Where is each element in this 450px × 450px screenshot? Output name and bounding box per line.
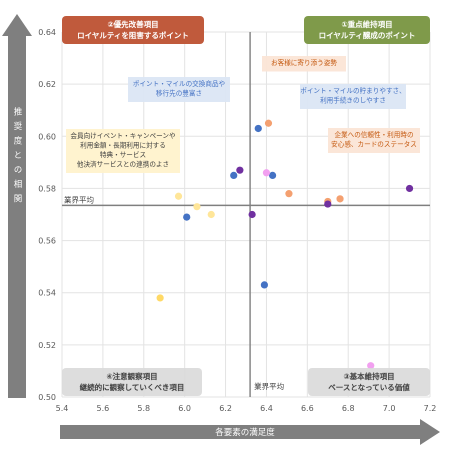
callout-text: 安心感、カードのステータス <box>331 140 417 149</box>
callout-text: 移行先の豊富さ <box>156 89 202 98</box>
callout-text: 利用手続きのしやすさ <box>320 96 386 105</box>
callout-box <box>66 129 180 173</box>
x-tick-label: 6.2 <box>219 404 232 413</box>
callout-box <box>328 128 420 153</box>
x-tick-label: 6.6 <box>301 404 314 413</box>
x-tick-label: 7.0 <box>383 404 396 413</box>
callout-text: お客様に寄り添う姿勢 <box>271 58 337 67</box>
reference-label-y: 業界平均 <box>64 194 94 204</box>
y-tick-label: 0.50 <box>38 393 56 402</box>
data-point <box>264 119 273 127</box>
x-tick-label: 6.8 <box>342 404 355 413</box>
data-point <box>260 281 268 289</box>
x-axis-label: 各要素の満足度 <box>215 427 275 438</box>
quadrant-title-q4: ④注意観察項目 <box>106 371 157 381</box>
quadrant-title-q3: ③基本維持項目 <box>343 371 394 381</box>
callout-text: ポイント・マイルの貯まりやすさ、 <box>300 86 406 95</box>
y-axis-arrow <box>2 14 32 398</box>
quadrant-title-q1: ①重点維持項目 <box>341 19 392 29</box>
y-tick-label: 0.52 <box>38 341 56 350</box>
reference-label-x: 業界平均 <box>254 381 284 391</box>
x-axis-arrow <box>60 419 440 445</box>
data-point <box>324 200 332 208</box>
callout-text: 利用金額・長期利用に対する <box>80 141 166 150</box>
data-point <box>193 203 201 211</box>
quadrant-box-q2 <box>62 16 204 44</box>
x-tick-label: 5.4 <box>56 404 69 413</box>
data-point <box>156 294 164 302</box>
data-point <box>174 192 183 200</box>
data-point <box>262 169 271 177</box>
x-tick-label: 7.2 <box>424 404 437 413</box>
data-point <box>336 195 344 203</box>
y-tick-label: 0.60 <box>38 132 56 141</box>
data-point <box>183 213 191 221</box>
data-point <box>405 184 414 193</box>
y-tick-label: 0.54 <box>38 289 56 298</box>
y-axis-label: 推奨度との相関 <box>12 107 22 209</box>
data-point <box>236 166 244 174</box>
x-tick-label: 5.8 <box>137 404 150 413</box>
data-point <box>285 190 293 198</box>
y-tick-label: 0.56 <box>38 237 56 246</box>
quadrant-title-q2: ②優先改善項目 <box>107 19 158 29</box>
data-point <box>248 210 256 219</box>
y-tick-label: 0.62 <box>38 80 56 89</box>
callout-box <box>262 56 346 72</box>
callout-text: ポイント・マイルの交換商品や <box>133 79 226 88</box>
quadrant-box-q1 <box>304 16 430 44</box>
data-point <box>268 171 277 179</box>
data-point <box>207 210 215 219</box>
quadrant-box-q3 <box>308 368 430 396</box>
data-point <box>230 171 238 179</box>
callout-text: 特典・サービス <box>100 150 146 159</box>
quadrant-subtitle-q1: ロイヤルティ醸成のポイント <box>319 30 416 40</box>
data-point <box>254 124 262 133</box>
x-tick-label: 6.4 <box>260 404 273 413</box>
quadrant-subtitle-q4: 継続的に観察していくべき項目 <box>80 382 185 392</box>
callout-box <box>300 84 406 109</box>
callout-box <box>128 77 230 102</box>
callout-text: 会員向けイベント・キャンペーンや <box>70 131 176 140</box>
callout-text: 企業への信頼性・利用時の <box>334 130 413 139</box>
x-tick-label: 5.6 <box>97 404 110 413</box>
quadrant-subtitle-q3: ベースとなっている価値 <box>328 382 410 392</box>
quadrant-subtitle-q2: ロイヤルティを阻害するポイント <box>77 30 189 40</box>
data-point <box>367 362 375 370</box>
callout-text: 他決済サービスとの連携のよさ <box>77 160 169 169</box>
x-tick-label: 6.0 <box>178 404 191 413</box>
quadrant-box-q4 <box>62 368 202 396</box>
y-tick-label: 0.58 <box>38 184 56 193</box>
y-tick-label: 0.64 <box>38 28 56 37</box>
